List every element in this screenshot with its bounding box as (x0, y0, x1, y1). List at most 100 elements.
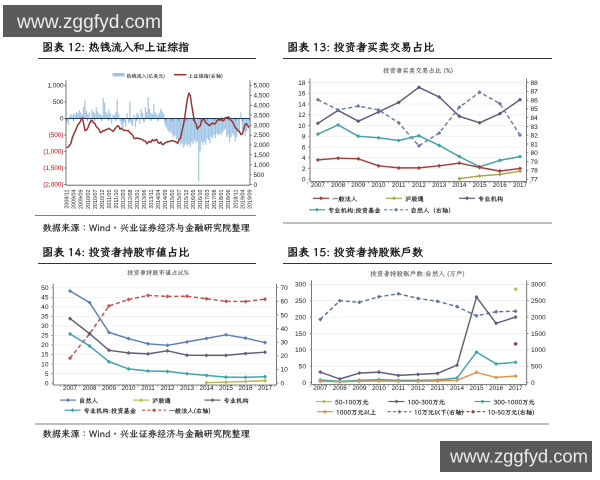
svg-text:2500: 2500 (531, 298, 546, 305)
svg-text:12: 12 (298, 112, 306, 119)
svg-text:82: 82 (531, 133, 539, 140)
svg-text:2012: 2012 (160, 385, 175, 392)
svg-text:2017/08: 2017/08 (212, 190, 218, 210)
svg-text:10: 10 (41, 361, 49, 368)
svg-text:(1,500): (1,500) (43, 165, 63, 172)
svg-text:85: 85 (531, 106, 539, 113)
svg-text:40: 40 (41, 304, 49, 311)
svg-text:2009/04: 2009/04 (72, 190, 78, 210)
svg-text:1,500: 1,500 (254, 152, 270, 159)
svg-text:1,000: 1,000 (254, 162, 270, 169)
svg-text:8: 8 (302, 134, 306, 141)
svg-text:88: 88 (531, 80, 539, 87)
svg-text:77: 77 (531, 177, 539, 184)
svg-text:0: 0 (254, 182, 258, 189)
svg-text:2014: 2014 (199, 385, 214, 392)
svg-text:2,500: 2,500 (254, 132, 270, 139)
svg-text:10: 10 (281, 367, 289, 374)
svg-text:(1,000): (1,000) (43, 149, 63, 156)
svg-text:www.zggfyd.com: www.zggfyd.com (449, 446, 588, 467)
svg-text:2013/06: 2013/06 (142, 190, 148, 210)
svg-text:300: 300 (295, 282, 306, 289)
svg-text:30: 30 (281, 340, 289, 347)
svg-text:2007: 2007 (311, 182, 326, 189)
svg-text:0: 0 (60, 116, 64, 123)
svg-text:3000: 3000 (531, 282, 546, 289)
svg-text:2011: 2011 (392, 182, 406, 189)
svg-text:2010/02: 2010/02 (86, 190, 92, 210)
svg-text:2015: 2015 (469, 385, 484, 392)
svg-text:2,000: 2,000 (254, 142, 270, 149)
svg-text:0: 0 (281, 380, 285, 387)
svg-text:2007: 2007 (63, 385, 78, 392)
svg-text:2012: 2012 (411, 385, 426, 392)
svg-text:2015: 2015 (219, 385, 234, 392)
svg-text:2015: 2015 (473, 182, 488, 189)
svg-text:50: 50 (299, 364, 307, 371)
svg-text:2015/02: 2015/02 (170, 190, 176, 210)
svg-text:2009: 2009 (351, 182, 366, 189)
svg-text:2016/05: 2016/05 (191, 190, 197, 210)
svg-text:5,000: 5,000 (254, 83, 270, 90)
svg-text:1000: 1000 (531, 347, 546, 354)
svg-text:2014/09: 2014/09 (163, 190, 169, 210)
svg-text:2010: 2010 (372, 385, 387, 392)
svg-text:2013/01: 2013/01 (135, 190, 141, 210)
svg-text:81: 81 (531, 141, 539, 148)
svg-text:2009: 2009 (102, 385, 117, 392)
svg-text:2017/03: 2017/03 (205, 190, 211, 210)
svg-text:79: 79 (531, 159, 539, 166)
svg-text:2010/12: 2010/12 (100, 190, 106, 210)
svg-text:25: 25 (41, 333, 49, 340)
svg-text:1,000: 1,000 (48, 83, 64, 90)
svg-text:2013/11: 2013/11 (149, 190, 155, 209)
svg-text:50: 50 (41, 285, 49, 292)
svg-text:2012/03: 2012/03 (121, 190, 127, 210)
svg-text:100: 100 (295, 347, 306, 354)
svg-text:45: 45 (41, 295, 49, 302)
svg-text:2014: 2014 (452, 182, 467, 189)
svg-text:2008/11: 2008/11 (65, 190, 71, 209)
svg-text:3,000: 3,000 (254, 122, 270, 129)
svg-text:2019/09: 2019/09 (247, 189, 253, 209)
svg-text:2017: 2017 (513, 182, 528, 189)
svg-text:80: 80 (531, 150, 539, 157)
svg-text:2011/05: 2011/05 (107, 190, 113, 209)
svg-text:250: 250 (295, 298, 306, 305)
svg-text:2010: 2010 (121, 385, 136, 392)
svg-text:200: 200 (295, 314, 306, 321)
svg-text:500: 500 (254, 172, 265, 179)
svg-text:2015/07: 2015/07 (177, 190, 183, 210)
svg-text:2008: 2008 (331, 182, 346, 189)
svg-text:50: 50 (281, 312, 289, 319)
svg-text:2009/09: 2009/09 (79, 190, 85, 210)
svg-text:2017: 2017 (509, 385, 524, 392)
svg-text:2011: 2011 (141, 385, 155, 392)
svg-text:2011: 2011 (392, 385, 406, 392)
svg-text:www.zggfyd.com: www.zggfyd.com (16, 12, 161, 33)
svg-text:2016/10: 2016/10 (198, 190, 204, 210)
svg-text:2007: 2007 (313, 385, 328, 392)
svg-text:2010: 2010 (371, 182, 386, 189)
svg-text:18: 18 (298, 80, 306, 87)
svg-text:2018/06: 2018/06 (226, 190, 232, 210)
svg-text:3,500: 3,500 (254, 112, 270, 119)
svg-text:6: 6 (302, 144, 306, 151)
svg-text:2017: 2017 (258, 385, 273, 392)
svg-text:20: 20 (281, 353, 289, 360)
svg-text:2013: 2013 (432, 182, 447, 189)
svg-text:2013: 2013 (430, 385, 445, 392)
svg-text:2014: 2014 (450, 385, 465, 392)
svg-text:20: 20 (41, 342, 49, 349)
svg-text:5: 5 (45, 371, 49, 378)
svg-text:2008: 2008 (333, 385, 348, 392)
svg-text:(500): (500) (49, 132, 64, 139)
svg-text:1500: 1500 (531, 331, 546, 338)
svg-text:500: 500 (53, 99, 64, 106)
svg-text:2010/07: 2010/07 (93, 190, 99, 210)
svg-text:2016: 2016 (489, 385, 504, 392)
svg-text:4,000: 4,000 (254, 103, 270, 110)
svg-text:87: 87 (531, 89, 539, 96)
svg-text:2018/01: 2018/01 (219, 190, 225, 210)
svg-text:2016: 2016 (493, 182, 508, 189)
